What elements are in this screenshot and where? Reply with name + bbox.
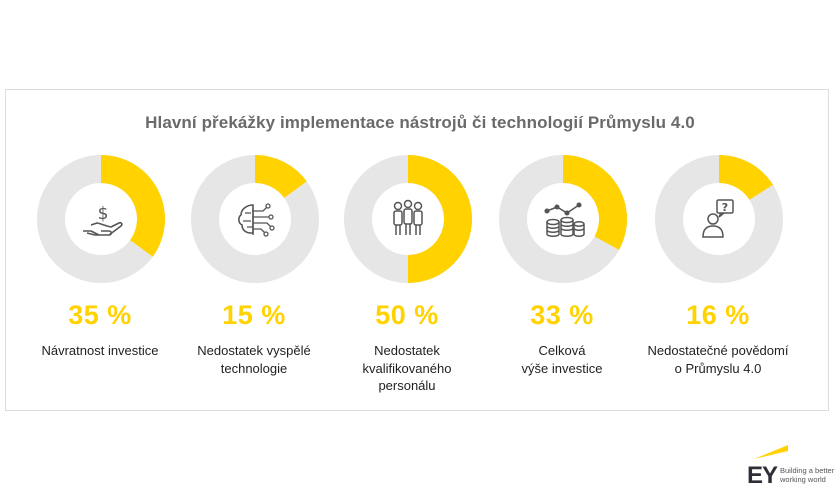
value-label: 15 % bbox=[222, 300, 286, 330]
ey-logo-tagline: Building a better working world bbox=[780, 466, 835, 484]
donut-segment bbox=[101, 155, 165, 257]
person-question-icon: ? bbox=[702, 199, 734, 238]
donut-chart bbox=[499, 155, 627, 283]
value-label: 16 % bbox=[686, 300, 750, 330]
ey-logo: EY Building a better working world bbox=[744, 445, 836, 495]
donut-segment bbox=[255, 155, 307, 198]
donut-chart bbox=[655, 155, 783, 283]
svg-text:$: $ bbox=[98, 204, 109, 224]
donut-chart bbox=[344, 155, 472, 283]
people-group-icon bbox=[393, 199, 423, 235]
donut-segment bbox=[563, 155, 627, 250]
category-label: Nedostatek vyspělé technologie bbox=[197, 343, 311, 376]
donut-chart bbox=[37, 155, 165, 283]
donut-segment bbox=[408, 155, 472, 283]
value-label: 50 % bbox=[375, 300, 439, 330]
category-label: Návratnost investice bbox=[41, 343, 159, 358]
category-label: Celková výše investice bbox=[521, 343, 603, 376]
hand-dollar-icon: $ bbox=[83, 204, 123, 236]
category-label: Nedostatečné povědomí o Průmyslu 4.0 bbox=[647, 343, 789, 376]
coins-chart-icon bbox=[544, 202, 585, 237]
value-label: 33 % bbox=[530, 300, 594, 330]
chart-title: Hlavní překážky implementace nástrojů či… bbox=[145, 113, 695, 132]
donut-chart bbox=[191, 155, 319, 283]
brain-circuit-icon bbox=[238, 203, 275, 237]
donut-segment bbox=[719, 155, 774, 200]
category-label: Nedostatek kvalifikovaného personálu bbox=[362, 343, 452, 393]
ey-beam-icon bbox=[754, 445, 788, 459]
svg-text:?: ? bbox=[722, 201, 728, 214]
value-label: 35 % bbox=[68, 300, 132, 330]
ey-logo-brand: EY bbox=[747, 462, 778, 489]
